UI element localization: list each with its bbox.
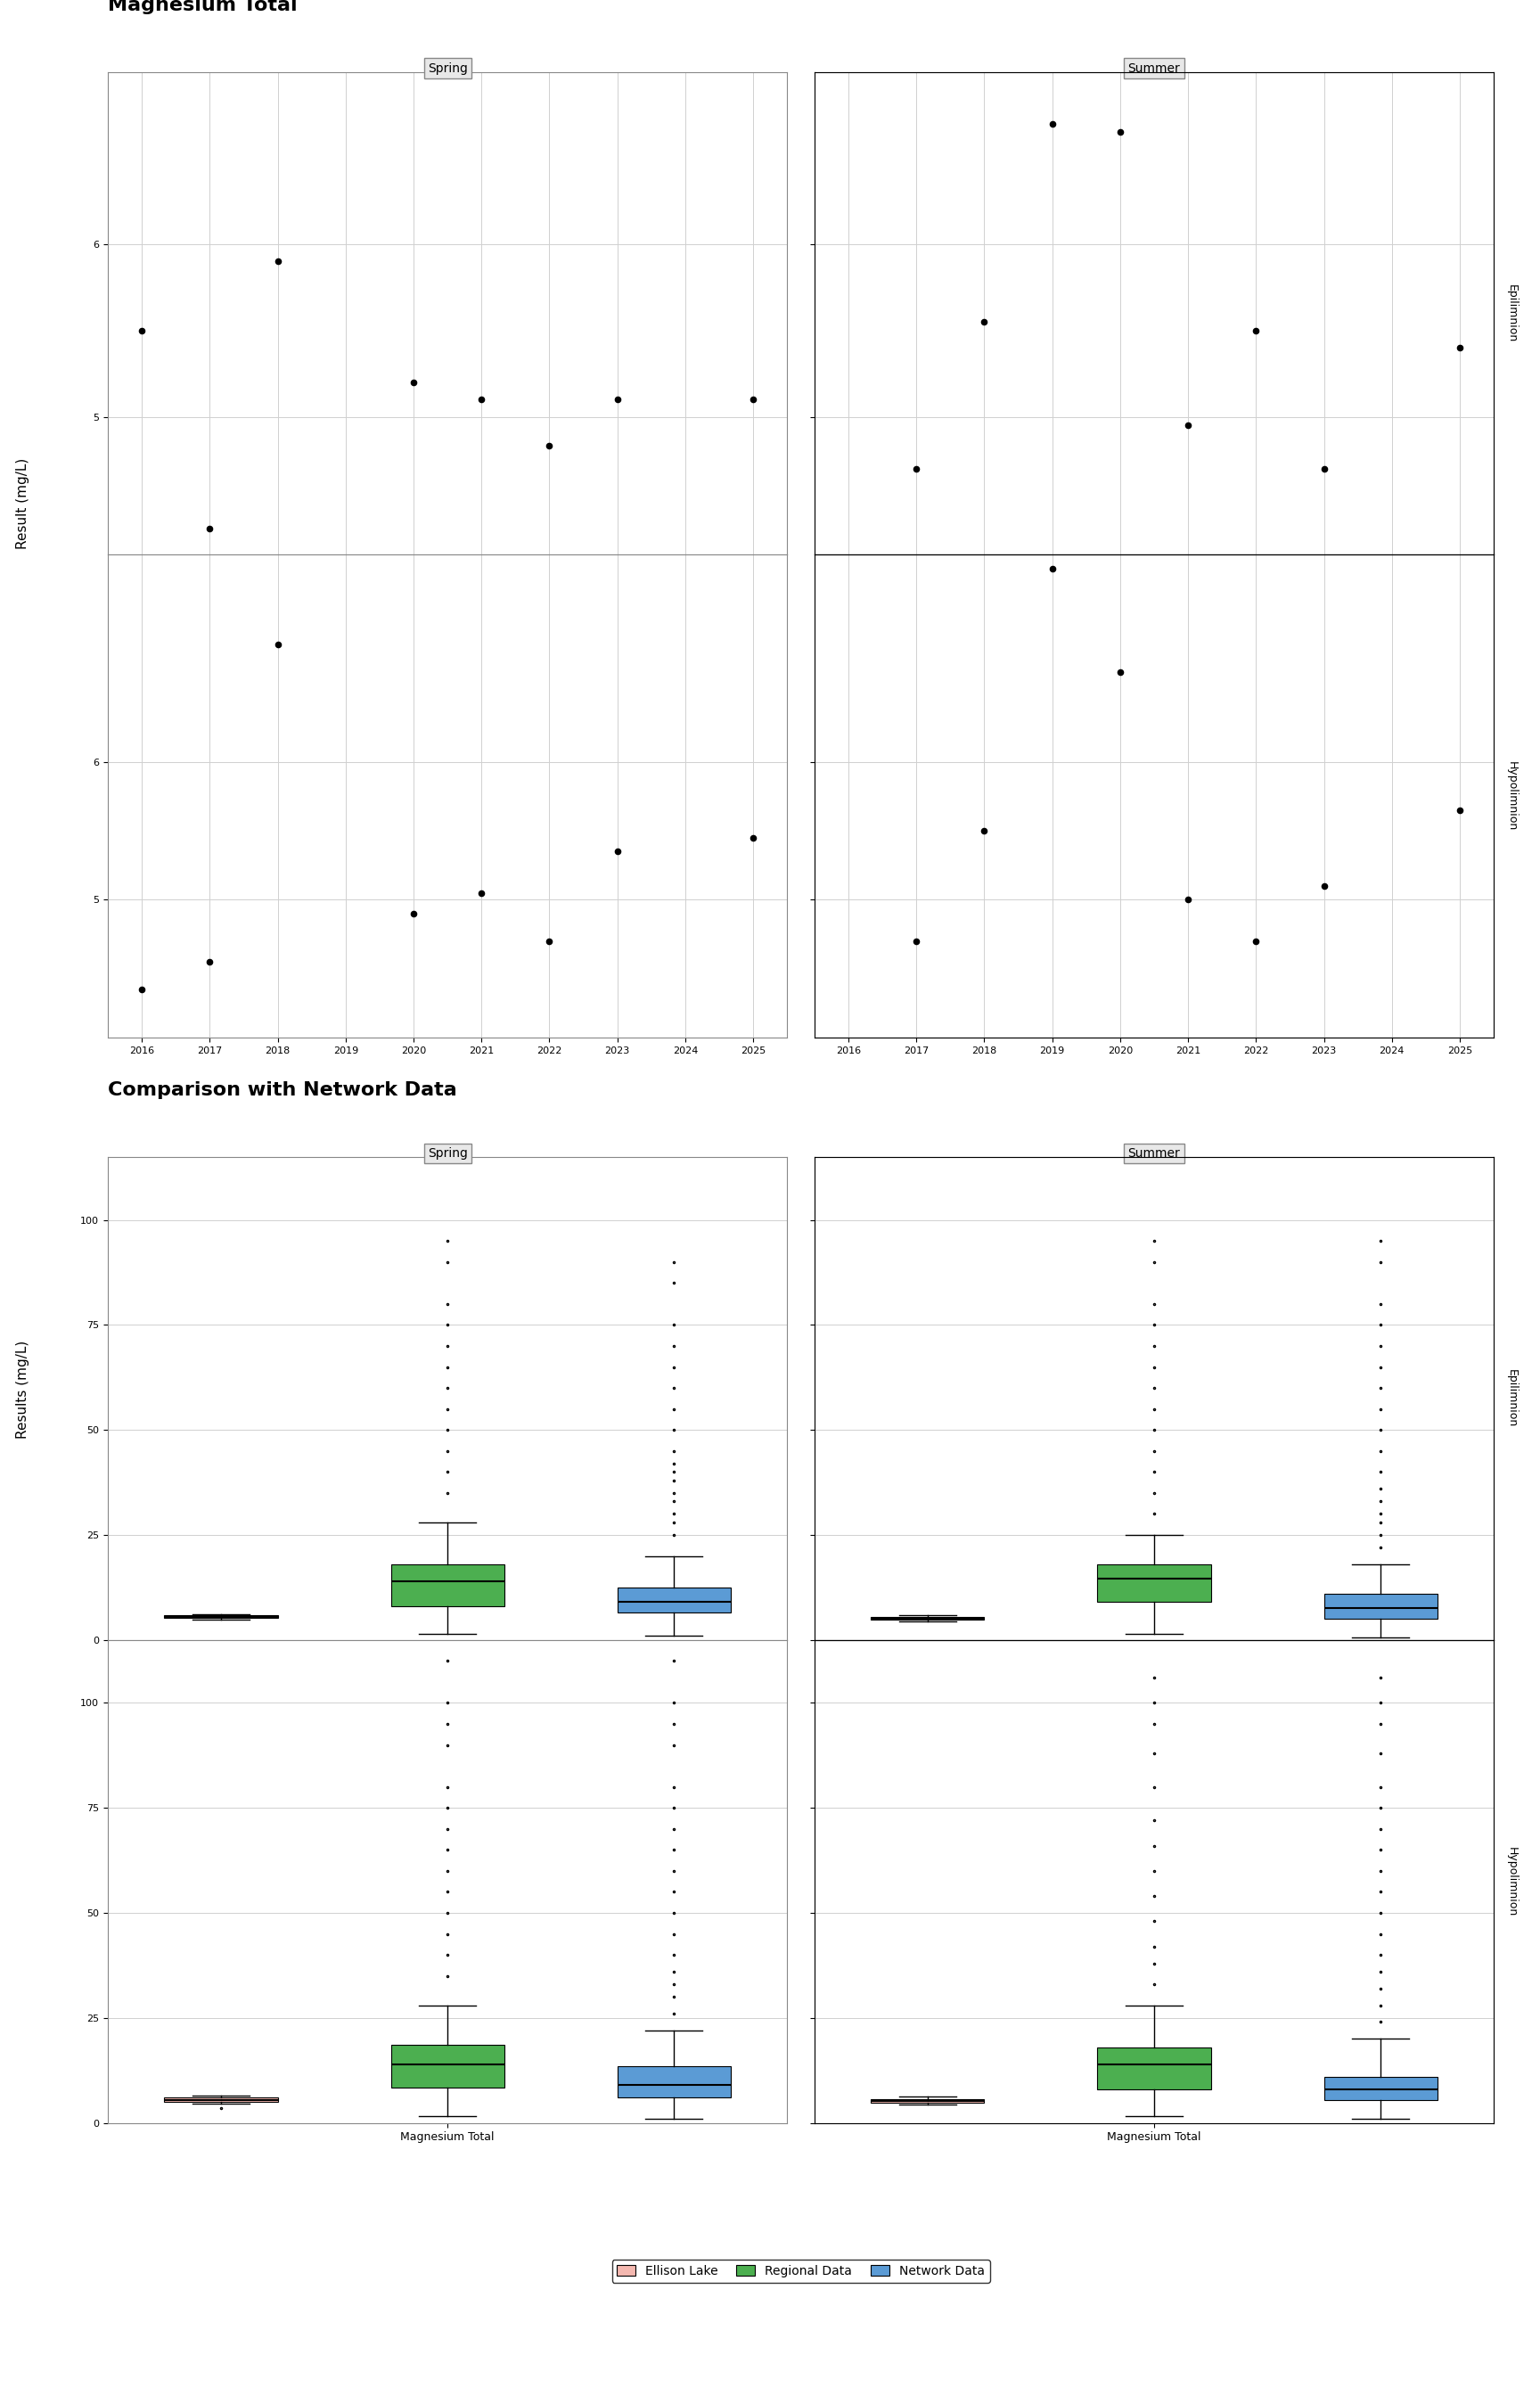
Point [1448,791,1472,829]
Point [904,450,929,489]
Title: Summer: Summer [1127,1148,1180,1160]
Point [1040,549,1064,587]
PathPatch shape [872,1617,984,1620]
Title: Spring: Spring [428,62,468,74]
PathPatch shape [1098,2046,1210,2089]
Point [972,302,996,340]
PathPatch shape [165,2096,277,2101]
Point [605,381,630,419]
Y-axis label: Hypolimnion: Hypolimnion [1506,1847,1518,1917]
Point [1448,328,1472,367]
Point [1175,407,1200,446]
Point [1107,652,1132,690]
Title: Spring: Spring [428,1148,468,1160]
Point [605,831,630,870]
Point [129,311,154,350]
Point [402,894,427,932]
Text: Comparison with Network Data: Comparison with Network Data [108,1081,457,1100]
Point [741,381,765,419]
Point [1244,922,1269,961]
Point [197,942,222,980]
Title: Summer: Summer [1127,62,1180,74]
Y-axis label: Hypolimnion: Hypolimnion [1506,762,1518,831]
Point [741,819,765,858]
Point [537,922,562,961]
PathPatch shape [165,1615,277,1617]
PathPatch shape [1098,1565,1210,1603]
PathPatch shape [1324,2077,1437,2099]
Point [1107,113,1132,151]
PathPatch shape [391,2046,504,2087]
Point [197,510,222,549]
Point [537,426,562,465]
Point [470,381,494,419]
PathPatch shape [1324,1593,1437,1620]
Point [265,625,290,664]
PathPatch shape [391,1565,504,1605]
Point [904,922,929,961]
Point [129,970,154,1009]
Point [402,364,427,403]
Y-axis label: Epilimnion: Epilimnion [1506,285,1518,343]
Point [1040,105,1064,144]
Text: Results (mg/L): Results (mg/L) [17,1339,29,1440]
PathPatch shape [872,2099,984,2104]
PathPatch shape [618,1589,730,1613]
Point [972,812,996,851]
Point [1312,450,1337,489]
Point [1312,867,1337,906]
Point [1244,311,1269,350]
Point [470,875,494,913]
Text: Result (mg/L): Result (mg/L) [17,458,29,549]
Legend: Ellison Lake, Regional Data, Network Data: Ellison Lake, Regional Data, Network Dat… [611,2259,990,2283]
Y-axis label: Epilimnion: Epilimnion [1506,1371,1518,1428]
Point [1175,882,1200,920]
Text: Magnesium Total: Magnesium Total [108,0,297,14]
PathPatch shape [618,2065,730,2096]
Point [265,242,290,280]
